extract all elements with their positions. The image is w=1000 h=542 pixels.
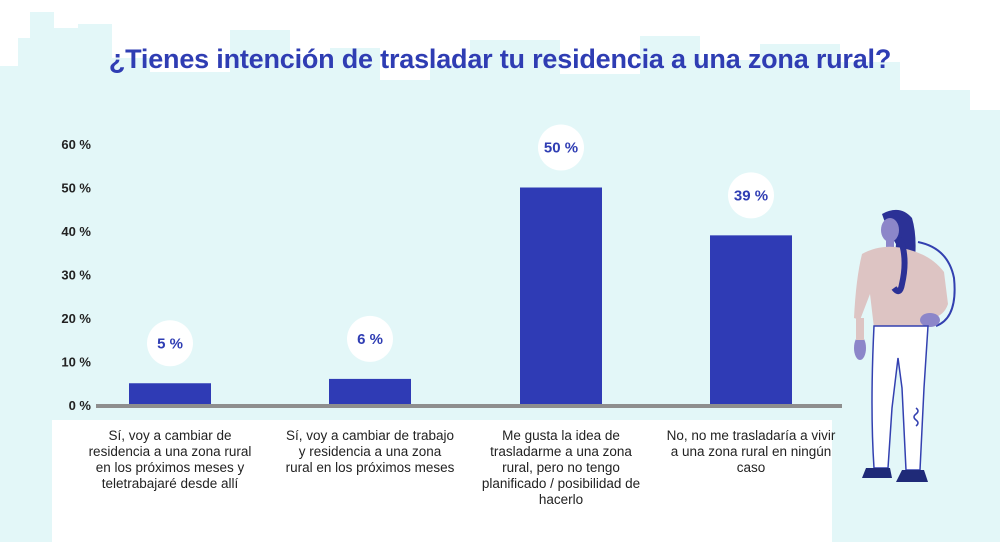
y-tick-label: 50 % [61,181,91,196]
data-label-1: 6 % [357,331,383,348]
bar-3 [710,235,792,405]
y-tick-label: 30 % [61,268,91,283]
bar-1 [329,378,411,405]
data-label-3: 39 % [734,187,768,204]
data-label-2: 50 % [544,140,578,157]
category-label-2: Me gusta la idea de trasladarme a una zo… [481,428,641,507]
category-label-1: Sí, voy a cambiar de trabajo y residenci… [285,428,455,475]
data-label-bubble-0 [147,320,193,367]
y-tick-label: 40 % [61,224,91,239]
bar-2 [520,187,602,405]
data-label-bubble-1 [347,315,393,362]
data-label-bubble-3 [728,172,774,219]
y-tick-label: 20 % [61,311,91,326]
standing-woman-illustration [854,209,956,482]
data-label-bubble-2 [538,124,584,171]
y-tick-label: 0 % [69,398,92,413]
data-label-0: 5 % [157,335,183,352]
category-label-3: No, no me trasladaría a vivir a una zona… [666,428,836,475]
category-label-0: Sí, voy a cambiar de residencia a una zo… [88,428,252,491]
bar-0 [129,383,211,405]
y-tick-label: 60 % [61,137,91,152]
chart-title: ¿Tienes intención de trasladar tu reside… [108,44,892,74]
y-tick-label: 10 % [61,355,91,370]
x-axis-baseline [96,404,842,408]
